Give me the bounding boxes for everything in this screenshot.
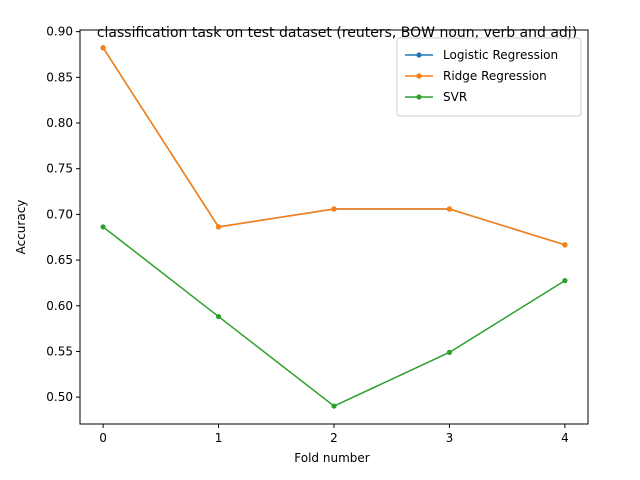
- y-axis: 0.50 0.55 0.60 0.65 0.70 0.75 0.80 0.85 0.90: [46, 25, 80, 404]
- series-layer: [100, 45, 568, 409]
- series-ridge-regression: [100, 45, 568, 248]
- y-tick-label: 0.70: [46, 207, 73, 221]
- x-axis-label: Fold number: [294, 451, 369, 465]
- y-axis-label: Accuracy: [14, 200, 28, 255]
- data-point-svr: [562, 278, 568, 284]
- legend-label: SVR: [443, 90, 467, 104]
- y-tick-label: 0.85: [46, 70, 73, 84]
- legend-marker: [416, 73, 422, 79]
- x-tick-label: 1: [215, 431, 223, 445]
- data-point-ridge-regression: [331, 206, 337, 212]
- x-tick-label: 4: [561, 431, 569, 445]
- y-tick-label: 0.90: [46, 25, 73, 39]
- x-axis: 0 1 2 3 4: [99, 424, 569, 445]
- x-tick-label: 2: [330, 431, 338, 445]
- legend-marker: [416, 94, 422, 100]
- data-point-ridge-regression: [562, 242, 568, 248]
- data-point-svr: [215, 313, 222, 320]
- legend-label: Logistic Regression: [443, 48, 558, 62]
- y-tick-label: 0.55: [46, 344, 73, 358]
- y-tick-label: 0.60: [46, 299, 73, 313]
- x-tick-label: 0: [99, 431, 107, 445]
- legend-item-logistic-regression: Logistic Regression: [405, 48, 558, 62]
- x-tick-label: 3: [446, 431, 454, 445]
- data-point-ridge-regression: [215, 224, 222, 230]
- y-tick-label: 0.75: [46, 162, 73, 176]
- legend-item-ridge-regression: Ridge Regression: [405, 69, 547, 83]
- legend-label: Ridge Regression: [443, 69, 547, 83]
- data-point-svr: [446, 349, 453, 355]
- chart-title: classification task on test dataset (reu…: [97, 25, 577, 41]
- y-tick-label: 0.80: [46, 116, 73, 130]
- legend-box: [396, 37, 582, 117]
- data-point-svr: [331, 403, 337, 409]
- y-tick-label: 0.65: [46, 253, 73, 267]
- data-point-ridge-regression: [100, 45, 106, 51]
- legend-item-svr: SVR: [405, 90, 467, 104]
- series-svr: [100, 224, 568, 409]
- legend: Logistic Regression Ridge Regression SVR: [396, 37, 582, 117]
- data-point-svr: [100, 224, 106, 230]
- y-tick-label: 0.50: [46, 390, 73, 404]
- legend-marker: [416, 52, 422, 58]
- data-point-ridge-regression: [446, 206, 453, 212]
